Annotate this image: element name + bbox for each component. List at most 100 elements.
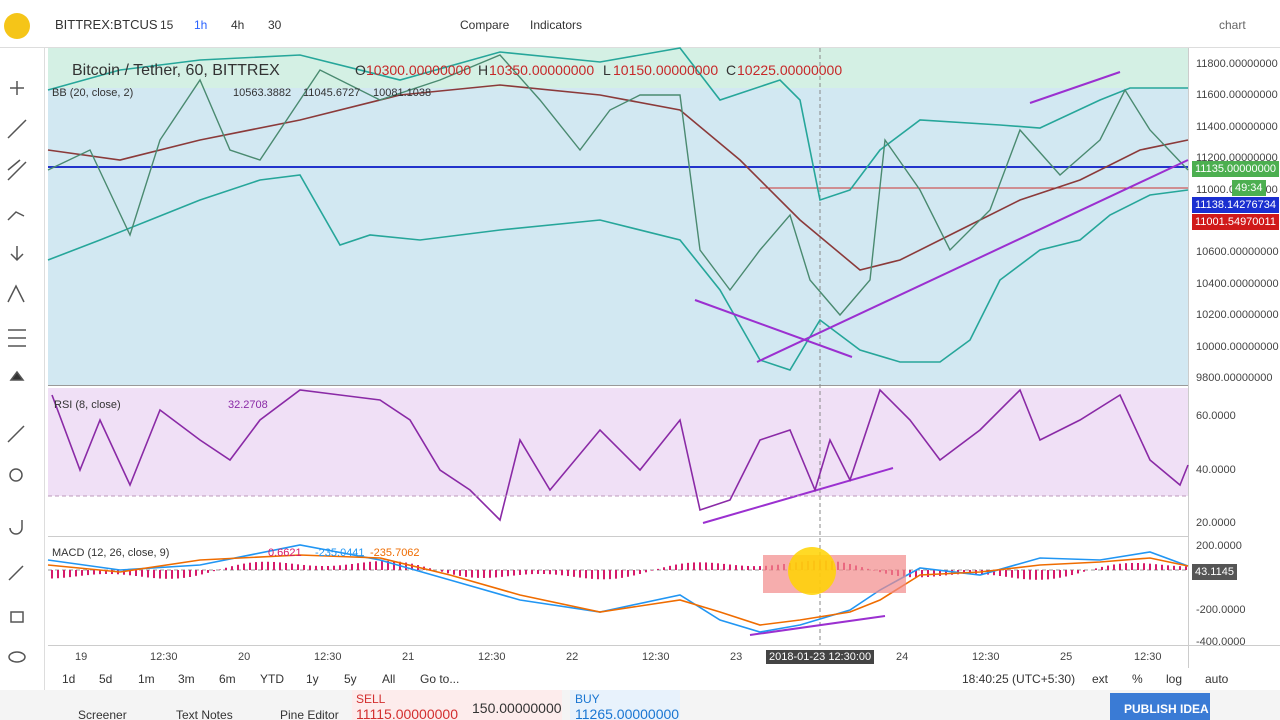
time-label: 12:30 bbox=[1134, 651, 1162, 663]
price-label: 10400.00000000 bbox=[1196, 277, 1279, 290]
ohlc: L bbox=[603, 62, 611, 78]
clock: 18:40:25 (UTC+5:30) bbox=[962, 672, 1076, 686]
range-button[interactable]: 1m bbox=[138, 672, 155, 686]
price bbox=[47, 54, 1189, 317]
publish-button[interactable] bbox=[1110, 693, 1210, 720]
range-button[interactable]: 1d bbox=[62, 672, 76, 686]
range-button[interactable]: 6m bbox=[219, 672, 236, 686]
indicators-button[interactable]: Indicators bbox=[530, 18, 583, 32]
avatar[interactable] bbox=[4, 13, 30, 39]
range-button[interactable]: 3m bbox=[178, 672, 195, 686]
rsi-axis: 20.0000 bbox=[1196, 517, 1236, 529]
quantity[interactable]: 150.00000000 bbox=[472, 700, 562, 716]
range-button[interactable]: 5d bbox=[99, 672, 113, 686]
buy-price: 11265.00000000 bbox=[575, 706, 680, 720]
macd-tag: 43.1145 bbox=[1192, 564, 1237, 580]
range-button[interactable]: 5y bbox=[344, 672, 357, 686]
macd-value: -235.7062 bbox=[370, 547, 420, 559]
ohlc: O bbox=[355, 62, 366, 78]
chart-button[interactable]: chart bbox=[1219, 18, 1246, 32]
publish-label[interactable]: PUBLISH IDEA bbox=[1124, 702, 1209, 716]
interval[interactable]: 1h bbox=[194, 18, 208, 32]
ohlc: C bbox=[726, 62, 737, 78]
tool-icons bbox=[7, 81, 27, 663]
bb-value: 10563.3882 bbox=[233, 87, 292, 99]
cursor-highlight bbox=[788, 547, 836, 595]
macd-axis: -400.0000 bbox=[1196, 636, 1246, 648]
bottom-tab[interactable]: Text Notes bbox=[176, 708, 233, 720]
price-label: 11800.00000000 bbox=[1196, 58, 1278, 70]
bb-basis bbox=[47, 84, 1189, 271]
time-label: 23 bbox=[730, 651, 743, 663]
time-label: 21 bbox=[402, 651, 415, 663]
ohlc: 10225.00000000 bbox=[737, 62, 843, 78]
price-label: 10000.00000000 bbox=[1196, 340, 1279, 353]
bottom-tab[interactable]: Screener bbox=[78, 708, 127, 720]
time-label: 12:30 bbox=[314, 651, 342, 663]
time-label: 12:30 bbox=[972, 651, 1000, 663]
ohlc: H bbox=[478, 62, 489, 78]
bb-name: BB (20, close, 2) bbox=[52, 87, 134, 99]
scale-option[interactable]: log bbox=[1166, 672, 1183, 686]
upper-band-fill bbox=[48, 48, 1188, 88]
countdown: 49:34 bbox=[1232, 180, 1266, 196]
macd-axis: -200.0000 bbox=[1196, 604, 1246, 616]
rsi-value: 32.2708 bbox=[228, 399, 268, 411]
bb-value: 11045.6727 bbox=[303, 87, 361, 99]
time-label: 20 bbox=[238, 651, 251, 663]
symbol[interactable]: BITTREX:BTCUS bbox=[55, 17, 158, 32]
line-price: 11138.14276734 bbox=[1192, 197, 1279, 213]
macd-axis: 200.0000 bbox=[1196, 540, 1242, 552]
price-label: 11600.00000000 bbox=[1196, 89, 1278, 102]
time-label: 12:30 bbox=[478, 651, 506, 663]
scale-option[interactable]: auto bbox=[1205, 672, 1229, 686]
buy-box[interactable] bbox=[570, 690, 680, 720]
interval[interactable]: 30 bbox=[268, 18, 282, 32]
bb-value: 10081.1038 bbox=[373, 87, 432, 99]
range-button[interactable]: Go to... bbox=[420, 672, 460, 686]
ohlc: 10150.00000000 bbox=[613, 62, 719, 78]
rsi-axis: 40.0000 bbox=[1196, 464, 1236, 476]
sell-box[interactable] bbox=[352, 690, 562, 720]
price-label: 9800.00000000 bbox=[1196, 372, 1273, 384]
macd-value: 0.6621 bbox=[268, 547, 302, 559]
interval[interactable]: 15 bbox=[160, 18, 174, 32]
macd-name: MACD (12, 26, close, 9) bbox=[52, 547, 170, 559]
time-label: 24 bbox=[896, 651, 909, 663]
time-label: 19 bbox=[75, 651, 88, 663]
last-price: 11135.00000000 bbox=[1192, 161, 1279, 177]
bb-lower bbox=[47, 174, 1189, 371]
bb-upper bbox=[47, 47, 1188, 202]
macd-value: -235.0441 bbox=[315, 547, 365, 559]
time-label: 12:30 bbox=[642, 651, 670, 663]
price-label: 10600.00000000 bbox=[1196, 246, 1279, 259]
line-price: 11001.54970011 bbox=[1192, 214, 1279, 230]
compare-button[interactable]: Compare bbox=[460, 18, 510, 32]
price-label: 10200.00000000 bbox=[1196, 309, 1279, 322]
range-button[interactable]: All bbox=[382, 672, 396, 686]
rsi-name: RSI (8, close) bbox=[54, 399, 121, 411]
macd-line bbox=[47, 544, 1189, 633]
time-label: 2018-01-23 12:30:00 bbox=[766, 650, 875, 664]
time-label: 12:30 bbox=[150, 651, 178, 663]
rsi-line bbox=[51, 388, 1189, 522]
sell-price: 11115.00000000 bbox=[356, 706, 458, 720]
scale-option[interactable]: ext bbox=[1092, 672, 1109, 686]
rsi-band bbox=[48, 388, 1188, 496]
price-label: 11400.00000000 bbox=[1196, 120, 1278, 133]
interval[interactable]: 4h bbox=[231, 18, 245, 32]
legend-title: Bitcoin / Tether, 60, BITTREX bbox=[72, 62, 280, 79]
sell-label: SELL bbox=[356, 692, 386, 706]
range-button[interactable]: 1y bbox=[306, 672, 319, 686]
left-toolbar bbox=[0, 48, 44, 720]
top-bar bbox=[0, 0, 1280, 48]
range-button[interactable]: YTD bbox=[260, 672, 284, 686]
bottom-tab[interactable]: Pine Editor bbox=[280, 708, 339, 720]
rsi-axis: 60.0000 bbox=[1196, 410, 1236, 422]
ohlc: 10350.00000000 bbox=[489, 62, 595, 78]
scale-option[interactable]: % bbox=[1132, 672, 1143, 686]
time-label: 25 bbox=[1060, 651, 1073, 663]
buy-label: BUY bbox=[575, 692, 600, 706]
